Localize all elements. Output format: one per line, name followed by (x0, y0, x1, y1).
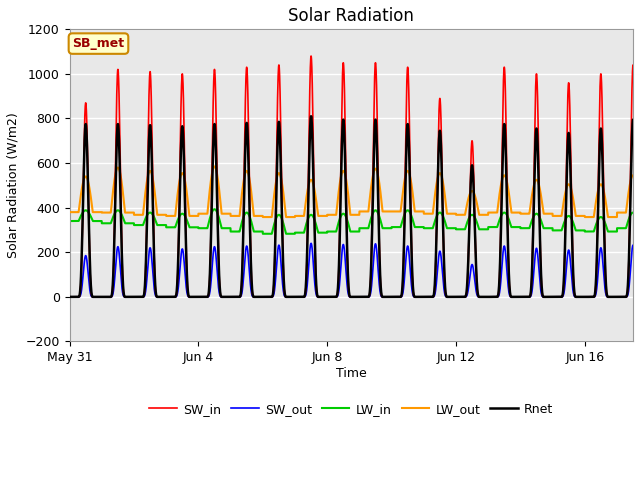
LW_in (66, 218, 74, 224)
LW_in (211, 206, 218, 212)
LW_in (639, 225, 640, 231)
Rnet (170, 294, 177, 300)
LW_out (211, 164, 218, 169)
Rnet (173, 288, 180, 294)
SW_out (89, 294, 97, 300)
SW_out (170, 294, 177, 300)
LW_out (639, 210, 640, 216)
LW_in (89, 218, 97, 224)
SW_out (66, 294, 74, 300)
SW_out (411, 294, 419, 300)
SW_out (173, 293, 180, 299)
Rnet (411, 294, 419, 300)
SW_in (307, 53, 315, 59)
Line: Rnet: Rnet (70, 116, 640, 297)
Line: SW_out: SW_out (70, 243, 640, 297)
SW_in (260, 294, 268, 300)
Rnet (260, 294, 268, 300)
Line: SW_in: SW_in (70, 56, 640, 297)
LW_out (173, 199, 180, 204)
LW_out (411, 207, 419, 213)
SW_in (66, 294, 74, 300)
LW_out (170, 213, 177, 219)
LW_in (173, 220, 180, 226)
SW_in (639, 294, 640, 300)
LW_out (260, 214, 268, 220)
SW_in (173, 289, 180, 295)
SW_out (260, 294, 268, 300)
LW_out (89, 209, 97, 215)
LW_out (259, 214, 267, 220)
Rnet (307, 113, 315, 119)
Line: LW_out: LW_out (70, 167, 640, 217)
LW_in (259, 231, 267, 237)
LW_in (260, 231, 268, 237)
Rnet (639, 294, 640, 300)
SW_in (89, 294, 97, 300)
SW_out (307, 240, 315, 246)
Legend: SW_in, SW_out, LW_in, LW_out, Rnet: SW_in, SW_out, LW_in, LW_out, Rnet (145, 397, 558, 420)
LW_out (66, 209, 74, 215)
SW_in (170, 294, 177, 300)
SW_in (411, 294, 419, 300)
Line: LW_in: LW_in (70, 209, 640, 234)
Text: SB_met: SB_met (72, 37, 125, 50)
LW_in (411, 224, 419, 229)
Y-axis label: Solar Radiation (W/m2): Solar Radiation (W/m2) (7, 112, 20, 258)
LW_in (170, 225, 177, 230)
Rnet (89, 294, 97, 300)
X-axis label: Time: Time (336, 367, 367, 380)
Title: Solar Radiation: Solar Radiation (289, 7, 414, 25)
SW_out (639, 294, 640, 300)
Rnet (66, 294, 74, 300)
